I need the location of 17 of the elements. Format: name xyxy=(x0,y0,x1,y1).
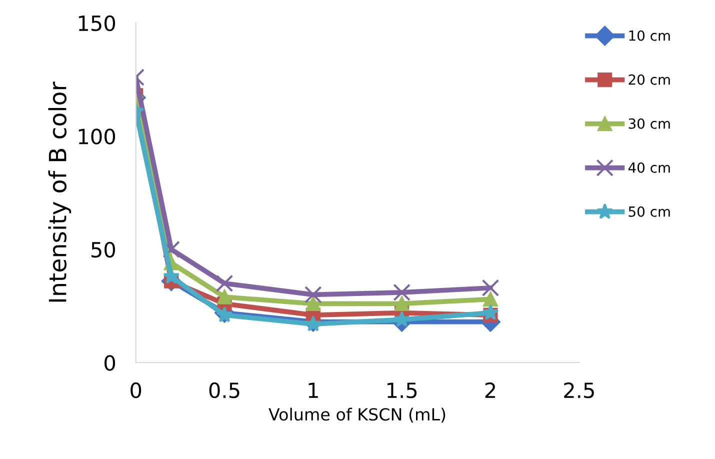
legend-label: 30 cm xyxy=(628,118,670,129)
x-tick-label: 2.5 xyxy=(564,382,594,398)
y-tick-label: 50 xyxy=(92,242,116,258)
legend-label: 10 cm xyxy=(629,30,670,41)
legend-label: 40 cm xyxy=(628,162,670,173)
y-axis-title: Intensity of B color xyxy=(48,82,72,302)
x-tick-label: 0 xyxy=(130,382,142,398)
legend-label: 20 cm xyxy=(628,74,670,85)
y-tick-label: 0 xyxy=(104,355,116,371)
legend-label: 50 cm xyxy=(628,206,670,217)
x-tick-label: 1.5 xyxy=(388,382,417,398)
x-axis-title: Volume of KSCN (mL) xyxy=(268,408,446,423)
x-tick-label: 2 xyxy=(485,382,496,398)
x-tick-label: 1 xyxy=(308,382,318,398)
y-tick-label: 150 xyxy=(78,15,116,32)
x-tick-label: 0.5 xyxy=(209,382,240,398)
y-tick-label: 100 xyxy=(78,128,116,144)
